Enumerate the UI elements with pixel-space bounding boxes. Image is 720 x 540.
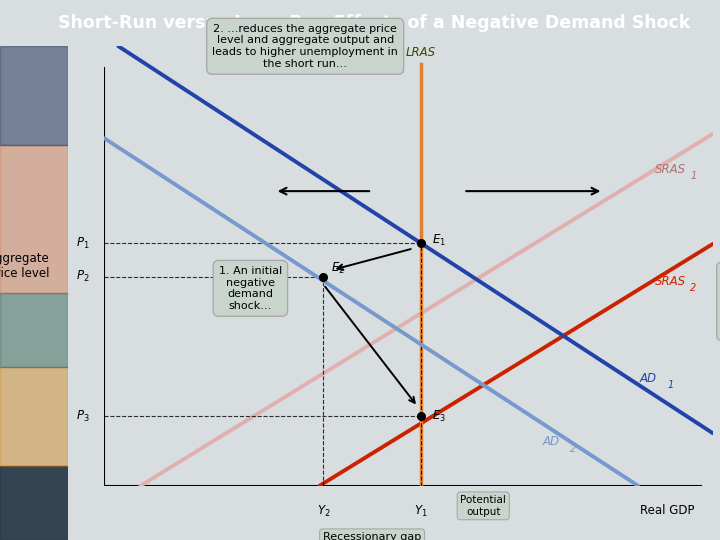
Text: Aggregate
price level: Aggregate price level [0,252,50,280]
Text: $E_1$: $E_1$ [432,233,446,248]
Bar [0,46,68,145]
Text: $Y_1$: $Y_1$ [414,504,428,519]
Bar [0,466,68,540]
Text: 1: 1 [667,380,673,390]
Bar [0,293,68,367]
Text: LRAS: LRAS [405,46,436,59]
Text: Real GDP: Real GDP [640,504,695,517]
Bar [0,367,68,466]
Text: 1. An initial
negative
demand
shock…: 1. An initial negative demand shock… [219,266,282,310]
Text: $E_2$: $E_2$ [330,261,345,276]
Text: $P_2$: $P_2$ [76,269,89,284]
Text: 1: 1 [690,171,696,181]
Text: $E_3$: $E_3$ [432,409,446,424]
Text: AD: AD [640,372,657,384]
Text: $P_1$: $P_1$ [76,235,89,251]
Text: $P_3$: $P_3$ [76,409,89,424]
Text: 2: 2 [690,283,696,293]
Text: $Y_2$: $Y_2$ [317,504,330,519]
Text: AD: AD [542,435,559,449]
Text: SRAS: SRAS [655,275,686,288]
Text: Recessionary gap: Recessionary gap [323,532,421,540]
Bar [0,145,68,293]
Text: 2: 2 [570,443,576,454]
Text: Short-Run versus Long-Run Effects of a Negative Demand Shock: Short-Run versus Long-Run Effects of a N… [58,14,690,32]
Text: SRAS: SRAS [655,163,686,176]
Text: 2. …reduces the aggregate price
level and aggregate output and
leads to higher u: 2. …reduces the aggregate price level an… [212,24,398,69]
Text: Potential
output: Potential output [460,495,506,517]
